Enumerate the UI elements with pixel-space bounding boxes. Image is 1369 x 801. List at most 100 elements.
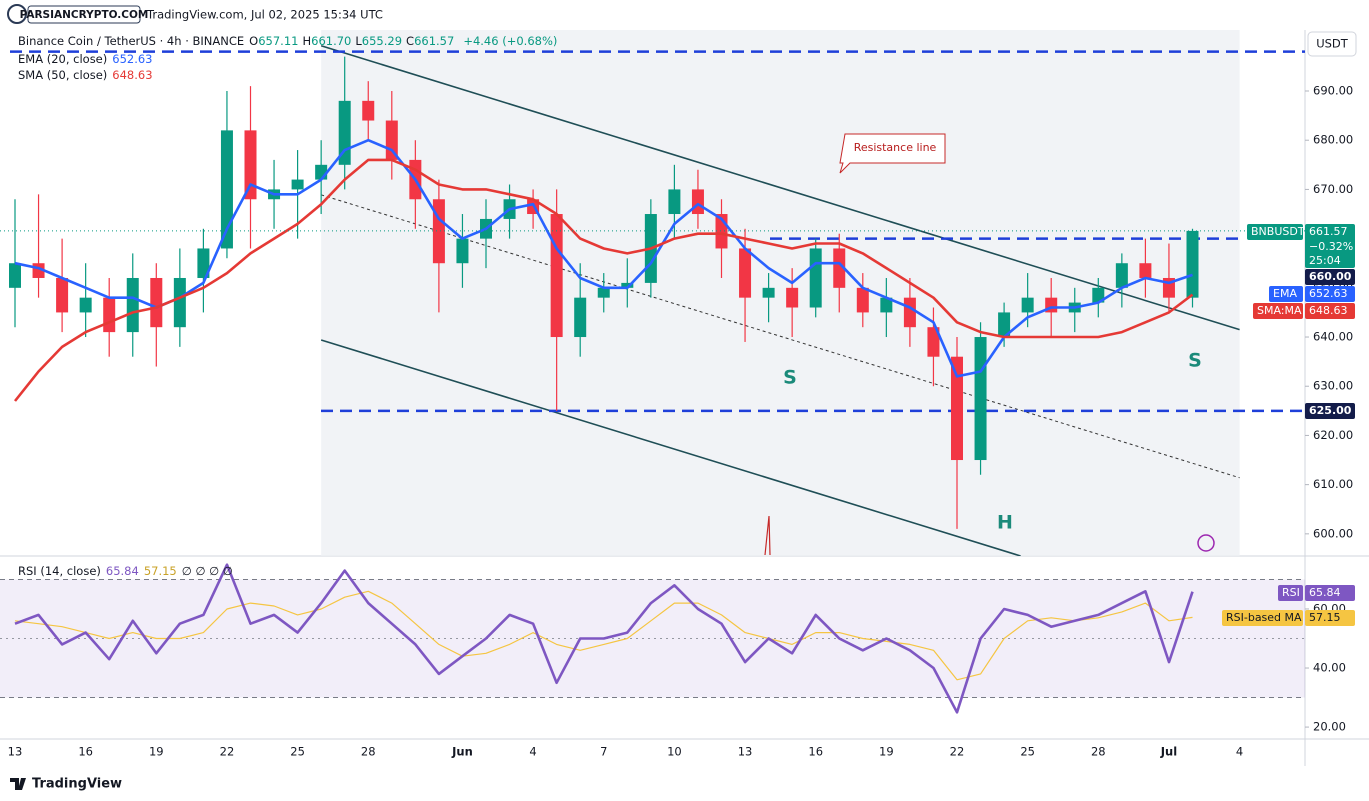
candle-body — [550, 214, 563, 338]
rsi-ma-tag-name: RSI-based MA — [1226, 611, 1302, 624]
candle-body — [103, 297, 116, 333]
rsi-tag-value-box — [1305, 585, 1355, 601]
x-tick-label: 10 — [667, 745, 682, 759]
rsi-tag-value: 65.84 — [1309, 586, 1341, 599]
ohlc-part: 661.70 — [311, 34, 352, 48]
icon — [1197, 534, 1215, 552]
ohlc-part: 655.29 — [361, 34, 403, 48]
source: TradingView.com, Jul 02, 2025 15:34 UTC — [146, 8, 383, 22]
rsi-pane — [0, 563, 1305, 714]
indicator-tag-name-box — [1269, 286, 1303, 302]
x-tick-label: 13 — [8, 745, 23, 759]
candle-body — [56, 277, 69, 313]
countdown: 25:04 — [1309, 254, 1341, 267]
arrow-mark — [764, 515, 771, 556]
indicator-tag-value: 652.63 — [1309, 287, 1348, 300]
brand-logo — [7, 4, 27, 24]
rsi-ma-tag-name-box — [1222, 610, 1303, 626]
candle-body — [362, 100, 375, 121]
change: +4.46 (+0.68%) — [463, 34, 558, 48]
y-tick-label: 640.00 — [1313, 330, 1353, 344]
candle-body — [1139, 263, 1152, 278]
candle-body — [974, 337, 987, 461]
indicator-line — [14, 138, 1193, 378]
ohlc-part: C — [406, 34, 415, 48]
candle-body — [880, 297, 893, 313]
rsi-extras: ∅ ∅ ∅ ∅ — [181, 564, 233, 578]
indicator-tag-name: EMA — [1273, 287, 1297, 300]
footer-logo — [10, 778, 26, 790]
x-tick-label: Jul — [1160, 745, 1177, 759]
x-tick-label: 28 — [1091, 745, 1106, 759]
level-tag-box — [1305, 403, 1355, 419]
candle-body — [244, 130, 257, 200]
candle-body — [691, 189, 704, 215]
candle-body — [79, 297, 92, 313]
ohlc-part: 661.57 — [414, 34, 455, 48]
candle-body — [220, 130, 233, 249]
indicator-tag-name-box — [1253, 303, 1303, 319]
candle-body — [621, 282, 634, 288]
candle-body — [856, 287, 869, 313]
channel-midline — [321, 194, 1240, 479]
x-tick-label: 7 — [600, 745, 607, 759]
trendline — [320, 44, 1240, 331]
ema-name: EMA (20, close) — [18, 52, 108, 66]
y-tick-label: 600.00 — [1313, 526, 1353, 540]
x-tick-label: 22 — [950, 745, 965, 759]
y-tick-label: 620.00 — [1313, 428, 1353, 442]
legend-rsi: RSI (14, close) 65.84 57.15 ∅ ∅ ∅ ∅ — [18, 564, 238, 578]
indicator-tag-value: 648.63 — [1309, 304, 1348, 317]
x-tick-label: 16 — [808, 745, 823, 759]
currency: USDT — [1316, 37, 1349, 51]
rsi-band — [0, 579, 1305, 698]
candle-body — [574, 297, 587, 338]
candle-body — [126, 277, 139, 333]
level-tag-box — [1305, 269, 1355, 285]
x-tick-label: 13 — [738, 745, 753, 759]
x-tick-label: 28 — [361, 745, 376, 759]
y-tick-label: 610.00 — [1313, 477, 1353, 491]
symbol-tag: BNBUSDT — [1251, 225, 1305, 238]
legend-sma: SMA (50, close) 648.63 — [18, 68, 158, 82]
symbol: Binance Coin / TetherUS · 4h · BINANCE — [18, 34, 245, 48]
indicator-tag-value-box — [1305, 286, 1355, 302]
x-tick-label: 19 — [149, 745, 164, 759]
x-tick-label: 4 — [529, 745, 536, 759]
x-tick-label: Jun — [451, 745, 473, 759]
level-tag: 660.00 — [1309, 270, 1352, 283]
pattern-label: H — [997, 512, 1013, 534]
sma-name: SMA (50, close) — [18, 68, 108, 82]
y-tick-label: 40.00 — [1313, 661, 1346, 675]
ohlc-part: 657.11 — [258, 34, 299, 48]
candle-body — [739, 248, 752, 298]
y-tick-label: 670.00 — [1313, 182, 1353, 196]
pattern-label: S — [783, 367, 797, 389]
rsi-tag-name-box — [1278, 585, 1303, 601]
rsi-line — [14, 563, 1194, 714]
candle-body — [291, 179, 304, 190]
legend-ema: EMA (20, close) 652.63 — [18, 52, 158, 66]
rsi-ma-tag-value-box — [1305, 610, 1355, 626]
candle-body — [456, 238, 469, 264]
trendline — [320, 339, 1021, 556]
candle-body — [786, 287, 799, 308]
ema-value: 652.63 — [112, 52, 153, 66]
y-tick-label: 690.00 — [1313, 84, 1353, 98]
candle-body — [150, 277, 163, 328]
candle-body — [762, 287, 775, 298]
callout-box — [839, 133, 946, 174]
candle-body — [9, 263, 21, 288]
ohlc-part: O — [249, 34, 259, 48]
indicator-tag-value-box — [1305, 303, 1355, 319]
ohlc: O657.11 H661.70 L655.29 C661.57 — [249, 34, 458, 48]
candle-body — [1186, 230, 1199, 298]
symbol-tag-box — [1247, 224, 1303, 240]
candle-body — [951, 356, 963, 461]
candle-body — [833, 248, 846, 288]
candle-body — [1092, 287, 1105, 303]
candle-body — [1021, 297, 1034, 313]
legend-main: Binance Coin / TetherUS · 4h · BINANCE O6… — [18, 34, 562, 48]
